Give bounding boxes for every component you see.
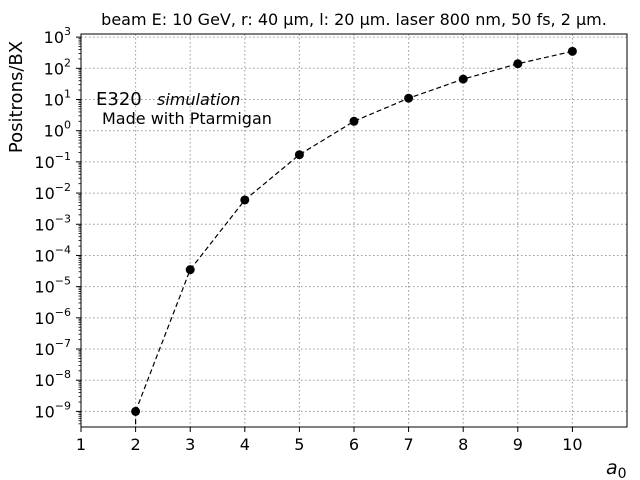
x-tick-label: 10 [562,435,582,454]
y-tick-label: 101 [44,88,71,110]
x-tick-label: 6 [349,435,359,454]
y-tick-exponent: −3 [55,212,71,225]
y-tick-exponent: −7 [55,337,71,350]
x-axis-label-main: a [606,457,618,479]
data-point [458,74,468,84]
y-tick-exponent: −1 [55,150,71,163]
y-tick-label: 10−5 [34,275,71,297]
y-tick-exponent: −4 [55,243,71,256]
y-tick-label: 10−6 [34,306,71,328]
y-tick-exponent: −2 [55,181,71,194]
y-tick-exponent: 0 [64,119,71,132]
x-tick-label: 5 [294,435,304,454]
y-tick-exponent: −8 [55,368,71,381]
x-tick-label: 8 [458,435,468,454]
annotation-simulation: simulation [157,90,240,109]
y-tick-label: 10−9 [34,399,71,421]
y-tick-label: 10−2 [34,181,71,203]
data-point [185,265,195,275]
y-tick-label: 100 [44,119,71,141]
data-point [567,46,577,56]
y-tick-label: 103 [44,25,71,47]
y-tick-label: 10−1 [34,150,71,172]
y-tick-label: 10−4 [34,243,71,265]
y-tick-exponent: −9 [55,399,71,412]
x-tick-label: 4 [240,435,250,454]
y-tick-exponent: 1 [64,88,71,101]
x-axis-label: a0 [606,457,627,480]
data-point [513,59,523,69]
y-axis-label: Positrons/BX [6,41,27,153]
data-point [349,116,359,126]
data-point [294,150,304,160]
y-tick-exponent: −5 [55,275,71,288]
x-tick-label: 2 [131,435,141,454]
annotation-ptarmigan: Made with Ptarmigan [102,109,272,128]
y-tick-label: 10−3 [34,212,71,234]
x-tick-label: 3 [185,435,195,454]
series-line [135,50,573,412]
y-tick-exponent: 2 [64,56,71,69]
grid [80,34,627,427]
y-tick-label: 102 [44,56,71,78]
x-tick-label: 9 [513,435,523,454]
x-tick-label: 7 [404,435,414,454]
x-axis-label-sub: 0 [618,466,627,480]
chart-title: beam E: 10 GeV, r: 40 μm, l: 20 μm. lase… [101,10,607,29]
plot-frame [80,33,628,428]
x-tick-label: 1 [76,435,86,454]
y-tick-label: 10−8 [34,368,71,390]
markers [131,46,577,416]
y-tick-exponent: 3 [64,25,71,38]
annotation-e320: E320 [96,89,142,110]
y-tick-exponent: −6 [55,306,71,319]
y-tick-label: 10−7 [34,337,71,359]
data-point [131,406,141,416]
data-point [404,93,414,103]
data-point [240,195,250,205]
